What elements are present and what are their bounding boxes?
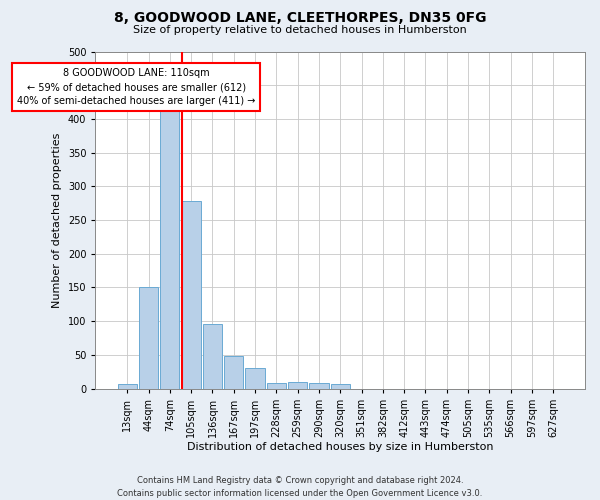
Y-axis label: Number of detached properties: Number of detached properties xyxy=(52,132,62,308)
Bar xyxy=(224,356,244,388)
Text: 8 GOODWOOD LANE: 110sqm
← 59% of detached houses are smaller (612)
40% of semi-d: 8 GOODWOOD LANE: 110sqm ← 59% of detache… xyxy=(17,68,256,106)
Text: Size of property relative to detached houses in Humberston: Size of property relative to detached ho… xyxy=(133,25,467,35)
X-axis label: Distribution of detached houses by size in Humberston: Distribution of detached houses by size … xyxy=(187,442,493,452)
Bar xyxy=(288,382,307,388)
Text: Contains HM Land Registry data © Crown copyright and database right 2024.
Contai: Contains HM Land Registry data © Crown c… xyxy=(118,476,482,498)
Bar xyxy=(182,201,201,388)
Bar xyxy=(118,384,137,388)
Bar xyxy=(203,324,222,388)
Bar xyxy=(245,368,265,388)
Bar xyxy=(160,106,179,389)
Bar xyxy=(139,288,158,388)
Bar xyxy=(310,383,329,388)
Bar xyxy=(267,383,286,388)
Bar xyxy=(331,384,350,388)
Text: 8, GOODWOOD LANE, CLEETHORPES, DN35 0FG: 8, GOODWOOD LANE, CLEETHORPES, DN35 0FG xyxy=(114,12,486,26)
